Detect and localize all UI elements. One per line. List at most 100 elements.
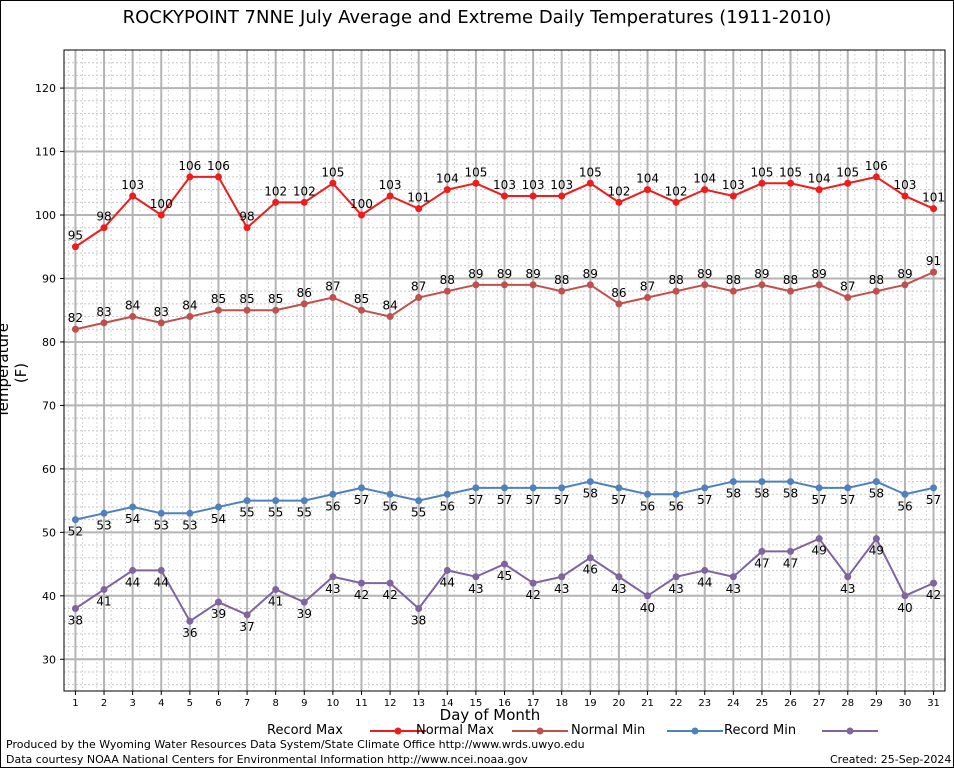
normal-min-data-label: 56 xyxy=(325,499,340,513)
normal-max-data-label: 84 xyxy=(182,299,197,313)
normal-min-point xyxy=(701,484,709,492)
normal-max-point xyxy=(329,294,337,302)
record-max-data-label: 105 xyxy=(836,165,859,179)
record-min-point xyxy=(872,535,880,543)
record-max-point xyxy=(386,192,394,200)
record-max-point xyxy=(529,192,537,200)
record-min-data-label: 42 xyxy=(382,588,397,602)
record-max-point xyxy=(272,198,280,206)
record-max-data-label: 103 xyxy=(522,178,545,192)
normal-max-point xyxy=(272,306,280,314)
record-min-data-label: 43 xyxy=(840,582,855,596)
record-min-data-label: 41 xyxy=(96,594,111,608)
y-tick-label: 120 xyxy=(35,82,56,95)
record-max-point xyxy=(672,198,680,206)
normal-min-point xyxy=(615,484,623,492)
record-min-data-label: 49 xyxy=(869,544,884,558)
normal-max-point xyxy=(443,287,451,295)
record-max-data-label: 101 xyxy=(922,191,945,205)
record-min-data-label: 44 xyxy=(697,575,712,589)
normal-min-point xyxy=(901,490,909,498)
record-max-point xyxy=(157,211,165,219)
normal-max-point xyxy=(787,287,795,295)
x-tick-label: 8 xyxy=(272,698,278,709)
normal-max-data-label: 83 xyxy=(96,305,111,319)
x-tick-label: 24 xyxy=(727,698,740,709)
record-max-point xyxy=(901,192,909,200)
record-min-data-label: 47 xyxy=(783,556,798,570)
normal-min-point xyxy=(157,509,165,517)
record-max-data-label: 103 xyxy=(121,178,144,192)
record-min-point xyxy=(329,573,337,581)
record-max-data-label: 103 xyxy=(493,178,516,192)
normal-min-point xyxy=(844,484,852,492)
normal-max-point xyxy=(930,268,938,276)
normal-min-data-label: 52 xyxy=(68,525,83,539)
record-max-point xyxy=(329,179,337,187)
normal-max-point xyxy=(129,313,137,321)
normal-max-data-label: 88 xyxy=(869,273,884,287)
record-max-point xyxy=(729,192,737,200)
x-tick-label: 20 xyxy=(613,698,626,709)
y-tick-label: 50 xyxy=(42,526,56,539)
normal-max-point xyxy=(758,281,766,289)
normal-max-data-label: 91 xyxy=(926,254,941,268)
record-max-data-label: 103 xyxy=(379,178,402,192)
record-min-data-label: 39 xyxy=(297,607,312,621)
record-max-point xyxy=(415,205,423,213)
footer-credit-producer: Produced by the Wyoming Water Resources … xyxy=(6,738,585,751)
record-min-data-label: 42 xyxy=(926,588,941,602)
record-max-data-label: 104 xyxy=(693,172,716,186)
normal-min-point xyxy=(329,490,337,498)
record-min-data-label: 38 xyxy=(68,613,83,627)
y-tick-label: 60 xyxy=(42,463,56,476)
normal-min-point xyxy=(186,509,194,517)
x-tick-label: 9 xyxy=(301,698,307,709)
normal-max-point xyxy=(672,287,680,295)
normal-max-point xyxy=(243,306,251,314)
record-min-data-label: 40 xyxy=(897,601,912,615)
normal-min-point xyxy=(386,490,394,498)
normal-max-data-label: 85 xyxy=(354,292,369,306)
normal-min-point xyxy=(272,497,280,505)
record-min-data-label: 38 xyxy=(411,613,426,627)
x-tick-label: 30 xyxy=(899,698,912,709)
normal-max-data-label: 82 xyxy=(68,311,83,325)
normal-min-data-label: 53 xyxy=(182,518,197,532)
normal-max-data-label: 84 xyxy=(382,299,397,313)
record-max-point xyxy=(586,179,594,187)
record-min-data-label: 37 xyxy=(239,620,254,634)
record-max-data-label: 104 xyxy=(436,172,459,186)
record-min-point xyxy=(787,547,795,555)
x-tick-label: 23 xyxy=(698,698,711,709)
chart-title: ROCKYPOINT 7NNE July Average and Extreme… xyxy=(122,7,832,28)
record-max-point xyxy=(501,192,508,200)
record-max-point xyxy=(243,224,251,232)
record-min-data-label: 43 xyxy=(325,582,340,596)
record-min-point xyxy=(443,566,451,574)
record-max-point xyxy=(930,205,938,213)
x-tick-label: 4 xyxy=(158,698,164,709)
record-max-data-label: 104 xyxy=(808,172,831,186)
normal-max-point xyxy=(100,319,108,327)
normal-min-point xyxy=(729,478,737,486)
normal-min-point xyxy=(586,478,594,486)
x-tick-label: 14 xyxy=(441,698,454,709)
normal-min-data-label: 55 xyxy=(411,506,426,520)
normal-min-point xyxy=(787,478,795,486)
record-max-data-label: 100 xyxy=(350,197,373,211)
normal-max-point xyxy=(844,294,852,302)
record-max-point xyxy=(815,186,823,194)
record-min-data-label: 42 xyxy=(354,588,369,602)
normal-max-point xyxy=(558,287,566,295)
x-tick-label: 27 xyxy=(813,698,826,709)
normal-min-point xyxy=(300,497,308,505)
record-min-point xyxy=(729,573,737,581)
x-tick-label: 26 xyxy=(784,698,797,709)
normal-min-point xyxy=(214,503,222,511)
normal-max-point xyxy=(415,294,423,302)
normal-max-data-label: 85 xyxy=(239,292,254,306)
normal-min-point xyxy=(758,478,766,486)
record-max-data-label: 102 xyxy=(264,184,287,198)
